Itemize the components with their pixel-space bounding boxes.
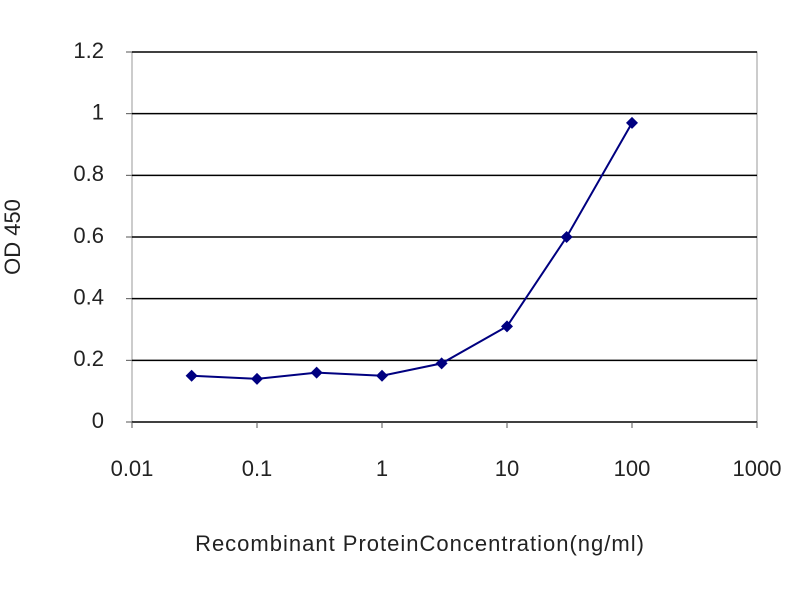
y-tick-label: 0.8 — [73, 161, 104, 186]
y-tick-label: 1.2 — [73, 38, 104, 63]
data-point — [376, 369, 388, 382]
data-point — [185, 369, 198, 382]
y-axis-title: OD 450 — [0, 199, 25, 275]
data-point — [560, 231, 573, 243]
data-point — [626, 116, 638, 129]
data-point — [435, 357, 448, 370]
data-point — [310, 366, 323, 379]
y-tick-label: 1 — [92, 99, 104, 124]
x-tick-label: 0.01 — [111, 456, 154, 481]
y-tick-label: 0.2 — [73, 346, 104, 371]
data-point — [251, 372, 263, 385]
x-tick-label: 0.1 — [242, 456, 273, 481]
data-line — [191, 122, 633, 380]
y-tick-label: 0.4 — [73, 284, 104, 309]
x-tick-label: 100 — [614, 456, 651, 481]
x-tick-label: 10 — [495, 456, 519, 481]
y-tick-label: 0 — [92, 408, 104, 433]
x-tick-label: 1 — [376, 456, 388, 481]
x-tick-label: 1000 — [733, 456, 782, 481]
data-point — [501, 320, 513, 333]
x-axis-title: Recombinant ProteinConcentration(ng/ml) — [195, 531, 645, 556]
y-tick-label: 0.6 — [73, 223, 104, 248]
